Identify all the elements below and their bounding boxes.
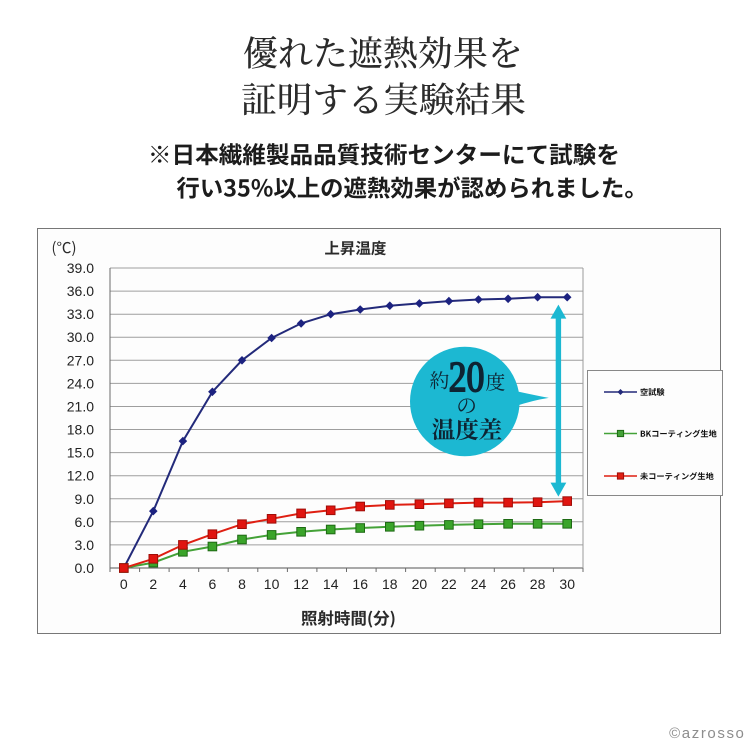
svg-text:10: 10 bbox=[264, 576, 280, 592]
svg-text:33.0: 33.0 bbox=[67, 306, 94, 322]
svg-text:9.0: 9.0 bbox=[75, 491, 95, 507]
svg-text:18: 18 bbox=[382, 576, 398, 592]
svg-text:15.0: 15.0 bbox=[67, 445, 94, 461]
svg-text:8: 8 bbox=[238, 576, 246, 592]
svg-text:26: 26 bbox=[500, 576, 516, 592]
svg-text:36.0: 36.0 bbox=[67, 283, 94, 299]
svg-text:28: 28 bbox=[530, 576, 546, 592]
svg-text:4: 4 bbox=[179, 576, 187, 592]
svg-text:3.0: 3.0 bbox=[75, 537, 95, 553]
svg-text:©azrosso: ©azrosso bbox=[669, 725, 745, 742]
svg-text:30: 30 bbox=[559, 576, 575, 592]
svg-text:0: 0 bbox=[120, 576, 128, 592]
svg-text:12: 12 bbox=[293, 576, 309, 592]
svg-text:6.0: 6.0 bbox=[75, 514, 95, 530]
svg-text:30.0: 30.0 bbox=[67, 329, 94, 345]
svg-text:39.0: 39.0 bbox=[67, 260, 94, 276]
svg-text:21.0: 21.0 bbox=[67, 399, 94, 415]
svg-text:27.0: 27.0 bbox=[67, 352, 94, 368]
svg-text:20: 20 bbox=[412, 576, 428, 592]
svg-text:6: 6 bbox=[209, 576, 217, 592]
svg-text:24: 24 bbox=[471, 576, 487, 592]
svg-text:18.0: 18.0 bbox=[67, 422, 94, 438]
svg-text:14: 14 bbox=[323, 576, 339, 592]
svg-text:16: 16 bbox=[352, 576, 368, 592]
svg-text:22: 22 bbox=[441, 576, 457, 592]
svg-text:24.0: 24.0 bbox=[67, 375, 94, 391]
svg-text:2: 2 bbox=[149, 576, 157, 592]
svg-text:0.0: 0.0 bbox=[75, 560, 95, 576]
svg-text:12.0: 12.0 bbox=[67, 468, 94, 484]
